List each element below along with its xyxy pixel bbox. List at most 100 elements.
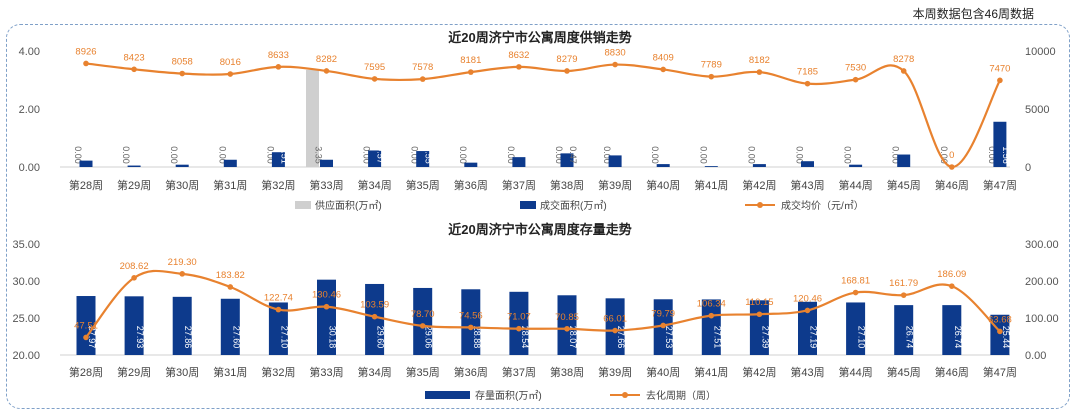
x-tick-label: 第44周: [838, 365, 872, 379]
bar-value-label: 0.00: [698, 146, 708, 164]
x-tick-label: 第36周: [454, 365, 488, 379]
line-value-label: 219.30: [168, 257, 197, 268]
x-tick-label: 第35周: [406, 178, 440, 192]
y2-tick-label: 0.00: [1025, 350, 1046, 362]
bar-value-label: 26.74: [953, 326, 963, 349]
line-value-label: 186.09: [937, 269, 966, 280]
bar: [608, 155, 622, 167]
line-value-label: 103.59: [360, 300, 389, 311]
x-tick-label: 第47周: [983, 365, 1017, 379]
line-point: [660, 66, 666, 73]
x-tick-label: 第32周: [261, 178, 295, 192]
bar-value-label: 0.00: [939, 146, 949, 164]
line-value-label: 122.74: [264, 293, 293, 304]
line-value-label: 8278: [893, 54, 914, 65]
line-point: [756, 311, 763, 318]
bar: [897, 154, 911, 167]
bar-value-label: 0.00: [554, 146, 564, 164]
bar: [461, 289, 481, 355]
bar: [605, 298, 625, 355]
y2-tick-label: 5000: [1025, 104, 1049, 116]
line-value-label: 183.82: [216, 270, 245, 281]
x-tick-label: 第44周: [838, 178, 872, 192]
bar-value-label: 0.55: [424, 146, 434, 164]
bar: [509, 291, 529, 355]
bar: [801, 161, 814, 167]
bar-value-label: 0.00: [217, 146, 227, 164]
line-point: [852, 289, 859, 296]
line-value-label: 78.70: [411, 309, 435, 320]
legend-label: 成交面积(万㎡): [540, 199, 607, 212]
bar-value-label: 0.47: [568, 146, 578, 164]
bar: [464, 162, 478, 167]
bar-value-label: 0.00: [265, 146, 275, 164]
bar-value-label: 27.51: [712, 326, 722, 349]
line-value-label: 8282: [316, 54, 337, 65]
line-value-label: 161.79: [889, 278, 918, 289]
bar-value-label: 0.00: [362, 146, 372, 164]
bar-value-label: 29.06: [424, 326, 434, 349]
bar-value-label: 27.10: [279, 326, 289, 349]
legend-label: 成交均价（元/㎡）: [781, 199, 864, 212]
y2-tick-label: 0: [1025, 162, 1031, 174]
x-tick-label: 第30周: [165, 365, 199, 379]
bar: [849, 164, 863, 167]
y-tick-label: 35.00: [12, 239, 40, 251]
x-tick-label: 第42周: [742, 365, 776, 379]
line-point: [371, 313, 378, 320]
bar-value-label: 27.53: [664, 326, 674, 349]
line-value-label: 168.81: [841, 276, 870, 287]
x-tick-label: 第31周: [213, 365, 247, 379]
line-value-label: 120.46: [793, 293, 822, 304]
bar-value-label: 27.66: [616, 326, 626, 349]
line-value-label: 8423: [124, 52, 145, 63]
bar: [124, 296, 144, 355]
line-value-label: 8058: [172, 57, 193, 68]
line-point: [708, 312, 715, 319]
line-value-label: 8181: [460, 55, 481, 66]
line-value-label: 79.79: [651, 308, 675, 319]
line-value-label: 7185: [797, 67, 818, 78]
y-tick-label: 30.00: [12, 276, 40, 288]
x-tick-label: 第43周: [790, 178, 824, 192]
legend-swatch: [520, 201, 536, 209]
bar: [846, 302, 866, 355]
line-value-label: 71.07: [507, 312, 531, 323]
x-tick-label: 第45周: [887, 365, 921, 379]
line-point: [468, 324, 474, 331]
bar-value-label: 26.74: [905, 326, 915, 349]
line-point: [708, 73, 715, 80]
bar-value-label: 27.97: [87, 326, 97, 349]
x-tick-label: 第46周: [935, 365, 969, 379]
line-value-label: 8182: [749, 55, 770, 66]
bar: [175, 164, 189, 167]
y-tick-label: 4.00: [19, 46, 40, 58]
x-tick-label: 第46周: [935, 178, 969, 192]
line-point: [852, 76, 859, 83]
y2-tick-label: 10000: [1025, 46, 1056, 58]
bar-value-label: 0.00: [795, 146, 805, 164]
line-value-label: 7789: [701, 60, 722, 71]
chart-title: 近20周济宁市公寓周度存量走势: [448, 222, 631, 237]
bar: [320, 159, 333, 167]
bar-value-label: 0.00: [73, 146, 83, 164]
line-point: [131, 275, 137, 281]
line-point: [227, 71, 234, 77]
bar-value-label: 29.60: [376, 326, 386, 349]
line-series: [85, 62, 1001, 169]
bar: [268, 302, 288, 355]
line-value-label: 8279: [556, 54, 577, 65]
legend-label: 存量面积(万㎡): [475, 389, 542, 402]
bar: [942, 305, 962, 355]
bar: [416, 151, 430, 167]
bar: [413, 287, 433, 355]
x-tick-label: 第42周: [742, 178, 776, 192]
line-point: [179, 271, 185, 277]
line-point: [997, 328, 1003, 335]
bar: [656, 164, 670, 167]
x-tick-label: 第39周: [598, 365, 632, 379]
line-point: [900, 68, 907, 74]
legend-label: 供应面积(万㎡): [315, 199, 382, 212]
line-point: [371, 76, 378, 82]
